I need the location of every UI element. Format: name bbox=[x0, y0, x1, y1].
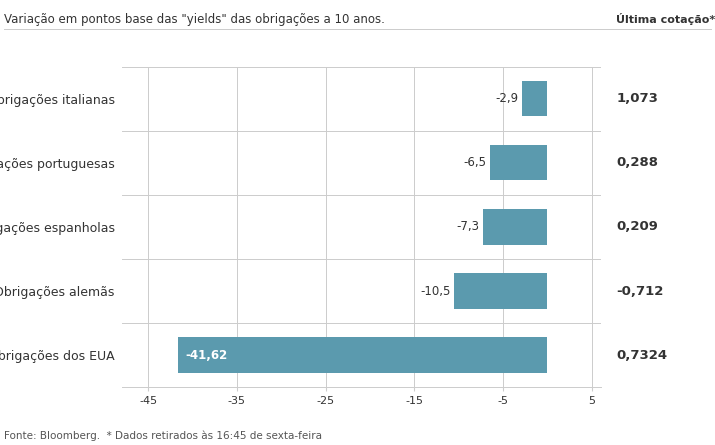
Text: 0,288: 0,288 bbox=[616, 156, 659, 170]
Bar bbox=[454, 273, 548, 309]
Text: Fonte: Bloomberg.  * Dados retirados às 16:45 de sexta-feira: Fonte: Bloomberg. * Dados retirados às 1… bbox=[4, 430, 322, 441]
Bar bbox=[522, 81, 548, 117]
Text: -10,5: -10,5 bbox=[420, 284, 450, 298]
Text: -41,62: -41,62 bbox=[185, 348, 227, 362]
Text: Última cotação*: Última cotação* bbox=[616, 13, 715, 25]
Text: 0,7324: 0,7324 bbox=[616, 348, 668, 362]
Bar bbox=[490, 145, 548, 181]
Text: -6,5: -6,5 bbox=[463, 156, 486, 170]
Text: 1,073: 1,073 bbox=[616, 92, 659, 105]
Text: Variação em pontos base das "yields" das obrigações a 10 anos.: Variação em pontos base das "yields" das… bbox=[4, 13, 385, 26]
Text: 0,209: 0,209 bbox=[616, 220, 659, 234]
Bar bbox=[178, 337, 548, 373]
Text: -0,712: -0,712 bbox=[616, 284, 664, 298]
Text: -2,9: -2,9 bbox=[495, 92, 518, 105]
Bar bbox=[483, 209, 548, 245]
Text: -7,3: -7,3 bbox=[456, 220, 479, 234]
